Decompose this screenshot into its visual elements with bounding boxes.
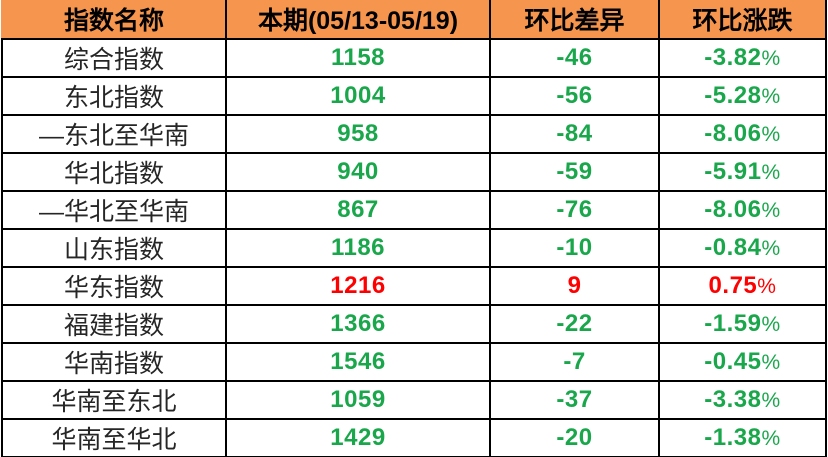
index-name-cell: 山东指数 [1, 228, 227, 268]
table-row: 综合指数 1158 -46 -3.82% [1, 38, 827, 78]
pct-change-cell: -5.91% [658, 152, 827, 192]
current-value-cell: 1546 [225, 342, 491, 382]
pct-change-cell: 0.75% [658, 266, 827, 306]
index-name-cell: 福建指数 [1, 304, 227, 344]
index-name-cell: 华南至华北 [1, 418, 227, 457]
percent-sign: % [761, 85, 781, 108]
table-row: 福建指数 1366 -22 -1.59% [1, 304, 827, 344]
pct-number: 0.75 [708, 272, 758, 299]
diff-value-cell: -84 [489, 114, 660, 154]
index-name-cell: 综合指数 [1, 38, 227, 78]
table-row: 华南至华北 1429 -20 -1.38% [1, 418, 827, 457]
diff-value-cell: -76 [489, 190, 660, 230]
index-name-cell: 华南至东北 [1, 380, 227, 420]
current-value-cell: 958 [225, 114, 491, 154]
index-name-cell: —东北至华南 [1, 114, 227, 154]
percent-sign: % [761, 237, 781, 260]
percent-sign: % [761, 313, 781, 336]
table-row: 华南至东北 1059 -37 -3.38% [1, 380, 827, 420]
percent-sign: % [761, 161, 781, 184]
table-row: 华北指数 940 -59 -5.91% [1, 152, 827, 192]
current-value-cell: 1429 [225, 418, 491, 457]
current-value-cell: 1158 [225, 38, 491, 78]
pct-change-cell: -3.38% [658, 380, 827, 420]
col-header-current-period: 本期(05/13-05/19) [225, 0, 491, 40]
pct-change-cell: -8.06% [658, 114, 827, 154]
pct-change-cell: -0.45% [658, 342, 827, 382]
current-value-cell: 1366 [225, 304, 491, 344]
diff-value-cell: -46 [489, 38, 660, 78]
diff-value-cell: 9 [489, 266, 660, 306]
percent-sign: % [761, 427, 781, 450]
pct-number: -5.91 [704, 158, 762, 185]
table-row: 东北指数 1004 -56 -5.28% [1, 76, 827, 116]
pct-change-cell: -8.06% [658, 190, 827, 230]
percent-sign: % [757, 275, 777, 298]
pct-change-cell: -1.38% [658, 418, 827, 457]
pct-number: -8.06 [704, 196, 762, 223]
table-body: 综合指数 1158 -46 -3.82% 东北指数 1004 -56 -5.28… [1, 38, 827, 457]
percent-sign: % [761, 351, 781, 374]
pct-number: -3.38 [704, 386, 762, 413]
pct-number: -8.06 [704, 120, 762, 147]
table-row: 华南指数 1546 -7 -0.45% [1, 342, 827, 382]
percent-sign: % [761, 199, 781, 222]
pct-change-cell: -0.84% [658, 228, 827, 268]
pct-number: -0.84 [704, 234, 762, 261]
table-row: 华东指数 1216 9 0.75% [1, 266, 827, 306]
pct-number: -1.38 [704, 424, 762, 451]
pct-number: -1.59 [704, 310, 762, 337]
table-row: —东北至华南 958 -84 -8.06% [1, 114, 827, 154]
pct-change-cell: -3.82% [658, 38, 827, 78]
diff-value-cell: -10 [489, 228, 660, 268]
percent-sign: % [761, 389, 781, 412]
pct-number: -0.45 [704, 348, 762, 375]
percent-sign: % [761, 123, 781, 146]
table-row: 山东指数 1186 -10 -0.84% [1, 228, 827, 268]
col-header-index-name: 指数名称 [1, 0, 227, 40]
current-value-cell: 940 [225, 152, 491, 192]
current-value-cell: 1004 [225, 76, 491, 116]
diff-value-cell: -37 [489, 380, 660, 420]
table-row: —华北至华南 867 -76 -8.06% [1, 190, 827, 230]
pct-change-cell: -1.59% [658, 304, 827, 344]
diff-value-cell: -56 [489, 76, 660, 116]
percent-sign: % [761, 47, 781, 70]
diff-value-cell: -7 [489, 342, 660, 382]
diff-value-cell: -59 [489, 152, 660, 192]
index-name-cell: —华北至华南 [1, 190, 227, 230]
current-value-cell: 1216 [225, 266, 491, 306]
col-header-mom-difference: 环比差异 [489, 0, 660, 40]
header-row: 指数名称 本期(05/13-05/19) 环比差异 环比涨跌 [1, 0, 827, 40]
index-name-cell: 东北指数 [1, 76, 227, 116]
pct-number: -3.82 [704, 44, 762, 71]
index-name-cell: 华东指数 [1, 266, 227, 306]
diff-value-cell: -22 [489, 304, 660, 344]
index-name-cell: 华北指数 [1, 152, 227, 192]
index-name-cell: 华南指数 [1, 342, 227, 382]
current-value-cell: 1059 [225, 380, 491, 420]
col-header-mom-change: 环比涨跌 [658, 0, 827, 40]
pct-change-cell: -5.28% [658, 76, 827, 116]
pct-number: -5.28 [704, 82, 762, 109]
current-value-cell: 1186 [225, 228, 491, 268]
diff-value-cell: -20 [489, 418, 660, 457]
current-value-cell: 867 [225, 190, 491, 230]
